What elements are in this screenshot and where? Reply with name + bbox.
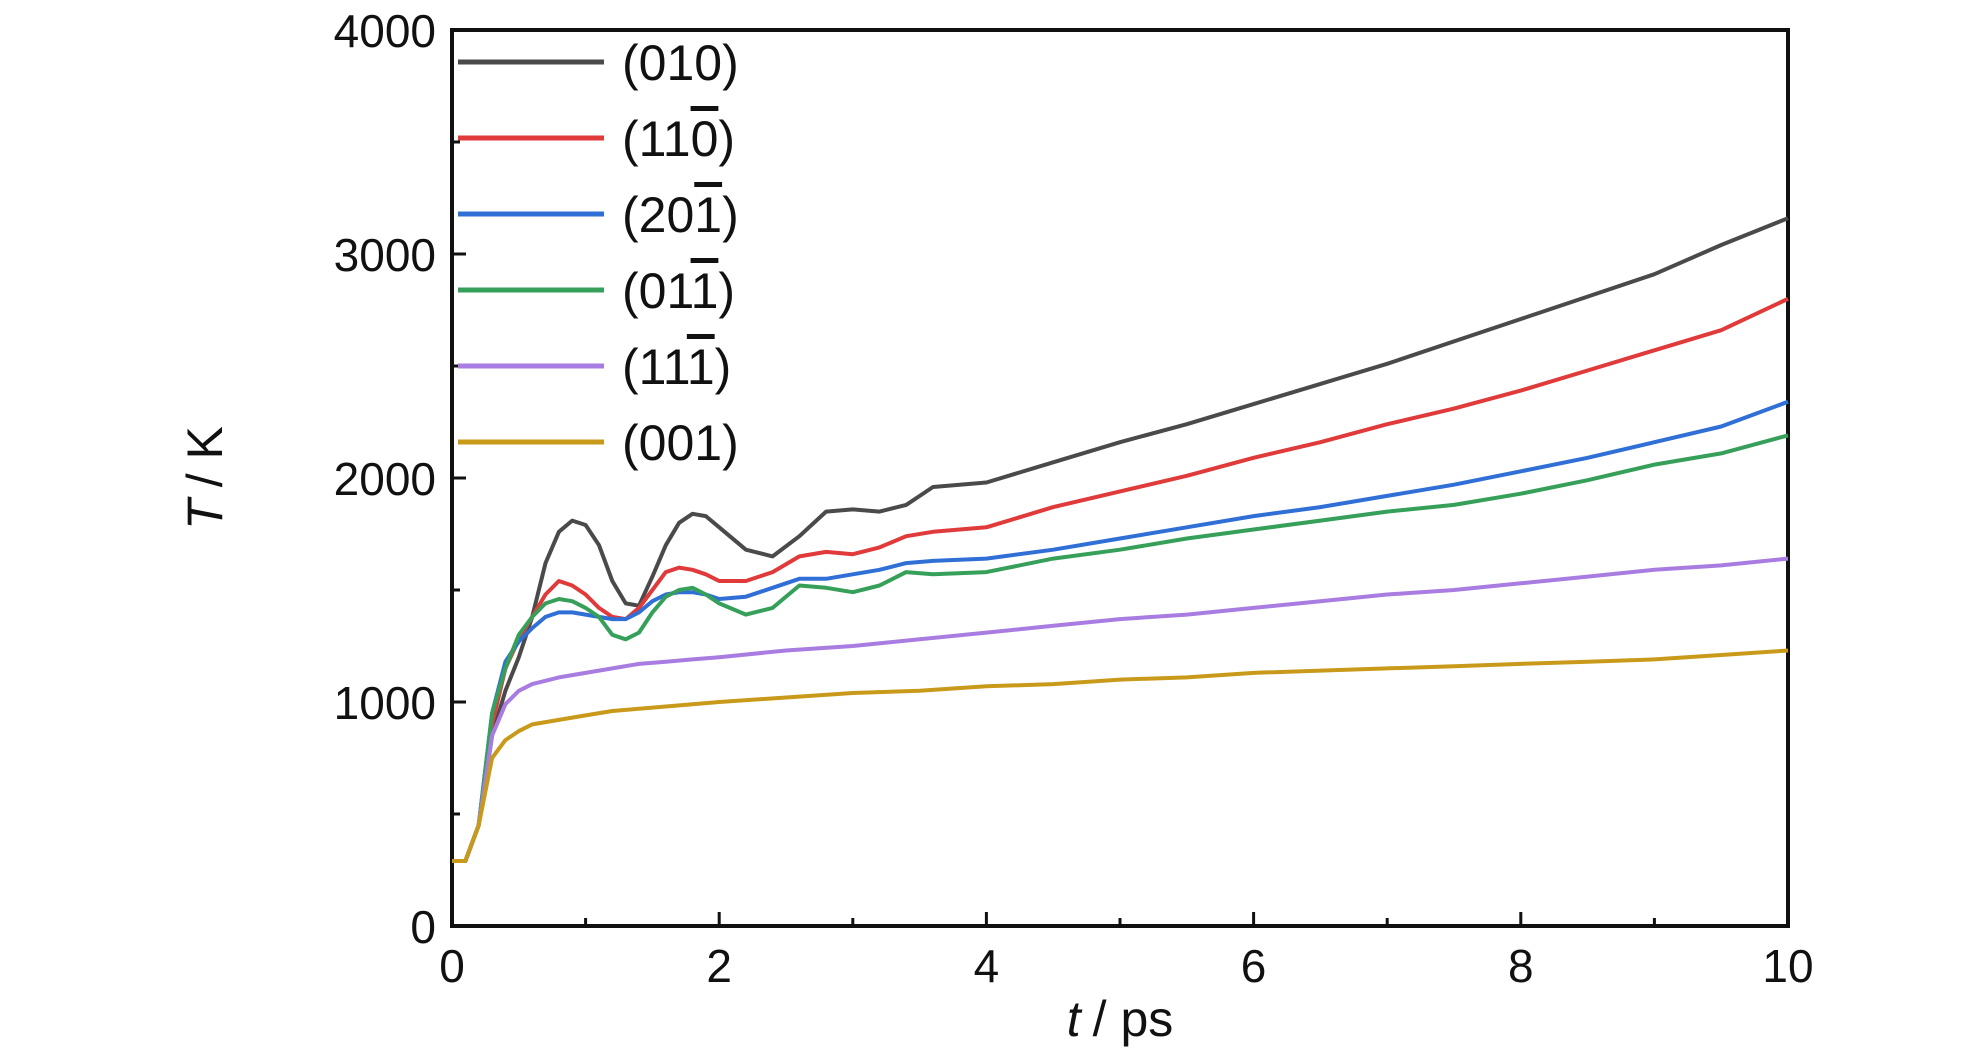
series-line-110 <box>452 296 1789 863</box>
y-axis-variable: T <box>177 496 233 530</box>
legend-label: (111) <box>622 339 731 395</box>
x-axis-unit: / ps <box>1093 991 1174 1047</box>
legend-item: (111) <box>458 339 731 395</box>
legend-label: (110) <box>622 111 735 167</box>
legend-overline-digit: 1 <box>687 339 715 395</box>
x-axis-variable: t <box>1067 991 1083 1047</box>
x-axis-title: t / ps <box>1067 991 1174 1047</box>
x-tick-label: 4 <box>974 940 1000 992</box>
x-tick-label: 2 <box>706 940 732 992</box>
legend-item: (201) <box>458 187 739 243</box>
x-tick-label: 6 <box>1241 940 1267 992</box>
y-tick-label: 3000 <box>334 229 436 281</box>
series-line-001 <box>452 648 1789 863</box>
legend-label: (011) <box>622 263 735 319</box>
legend-item: (010) <box>458 35 739 91</box>
legend-overline-digit: 1 <box>694 187 722 243</box>
y-axis-unit: / K <box>177 426 233 487</box>
y-tick-label: 1000 <box>334 677 436 729</box>
y-tick-label: 2000 <box>334 453 436 505</box>
x-tick-label: 0 <box>439 940 465 992</box>
legend-label: (201) <box>622 187 739 243</box>
y-tick-label: 4000 <box>334 5 436 57</box>
legend: (010) (110) (201) (011) (111) (001) <box>458 35 739 471</box>
x-tick-label: 10 <box>1762 940 1813 992</box>
legend-item: (011) <box>458 263 735 319</box>
series-line-201 <box>452 399 1789 863</box>
x-tick-label: 8 <box>1508 940 1534 992</box>
legend-label: (010) <box>622 35 739 91</box>
y-tick-label: 0 <box>410 901 436 953</box>
legend-item: (110) <box>458 111 735 167</box>
series-line-010 <box>452 216 1789 863</box>
y-axis: 0 1000 2000 3000 4000 <box>334 5 466 953</box>
legend-item: (001) <box>458 415 739 471</box>
series-lines <box>452 216 1789 863</box>
x-axis: 0 2 4 6 8 10 <box>439 912 1814 992</box>
legend-overline-digit: 0 <box>691 111 719 167</box>
legend-label: (001) <box>622 415 739 471</box>
series-line-011 <box>452 433 1789 863</box>
legend-overline-digit: 1 <box>691 263 719 319</box>
series-line-111 <box>452 556 1789 863</box>
y-axis-title: T / K <box>177 426 233 530</box>
